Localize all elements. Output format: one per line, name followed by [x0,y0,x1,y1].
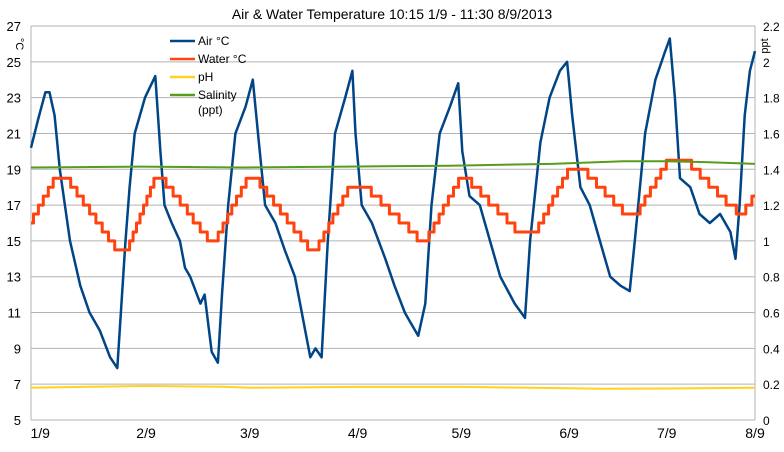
y2-tick-label: 1 [763,235,770,249]
x-tick-label: 7/9 [657,425,677,441]
series-lines [29,37,757,390]
y2-tick-label: 0.6 [763,307,780,321]
y-tick-label: 23 [7,91,21,106]
legend: Air °C Water °C pH Salinity(ppt) [170,34,247,117]
y2-tick-label: 1.8 [763,92,780,106]
x-tick-label: 6/9 [559,425,579,441]
legend-label: Air °C [198,34,230,48]
y2-tick-label: 1.6 [763,127,780,141]
series-line-ph [30,385,756,390]
y-tick-label: 13 [7,270,21,285]
y-tick-label: 7 [14,377,21,392]
x-tick-label: 4/9 [348,425,368,441]
y-tick-label: 11 [8,306,22,321]
legend-label: (ppt) [198,103,223,117]
x-tick-label: 1/9 [31,425,51,441]
y2-axis-label: ppt [759,38,771,53]
y-axis-right: 0 0.2 0.4 0.6 0.8 1 1.2 1.4 1.6 1.8 2 2.2 [763,20,780,428]
y-axis-left: 5 7 9 11 13 15 17 19 21 23 25 27 [7,19,21,428]
y2-tick-label: 0.2 [763,378,780,392]
y-tick-label: 19 [7,162,21,177]
x-axis: 1/9 2/9 3/9 4/9 5/9 6/9 7/9 8/9 [31,425,765,441]
series-line-water-c [30,158,757,252]
y2-tick-label: 2 [763,56,770,70]
y2-tick-label: 2.2 [763,20,780,34]
y-tick-label: 21 [7,126,21,141]
y-tick-label: 25 [7,55,21,70]
legend-label: pH [198,70,213,84]
legend-label: Water °C [198,52,247,66]
x-tick-label: 2/9 [136,425,156,441]
y2-tick-label: 0 [763,414,770,428]
series-line-salinity-ppt [30,160,756,169]
chart-title: Air & Water Temperature 10:15 1/9 - 11:3… [232,6,553,22]
y-tick-label: 27 [7,19,21,34]
legend-label: Salinity [198,88,237,102]
y-tick-label: 5 [14,413,21,428]
y2-tick-label: 1.2 [763,199,780,213]
x-tick-label: 5/9 [452,425,472,441]
y2-tick-label: 1.4 [763,163,780,177]
x-tick-label: 3/9 [240,425,260,441]
series-line-air-c [29,37,757,370]
y2-tick-label: 0.4 [763,342,780,356]
y-tick-label: 9 [14,341,21,356]
y2-tick-label: 0.8 [763,271,780,285]
x-tick-label: 8/9 [745,425,765,441]
y-axis-label: °C [13,38,25,50]
y-tick-label: 15 [7,234,21,249]
y-tick-label: 17 [7,198,21,213]
